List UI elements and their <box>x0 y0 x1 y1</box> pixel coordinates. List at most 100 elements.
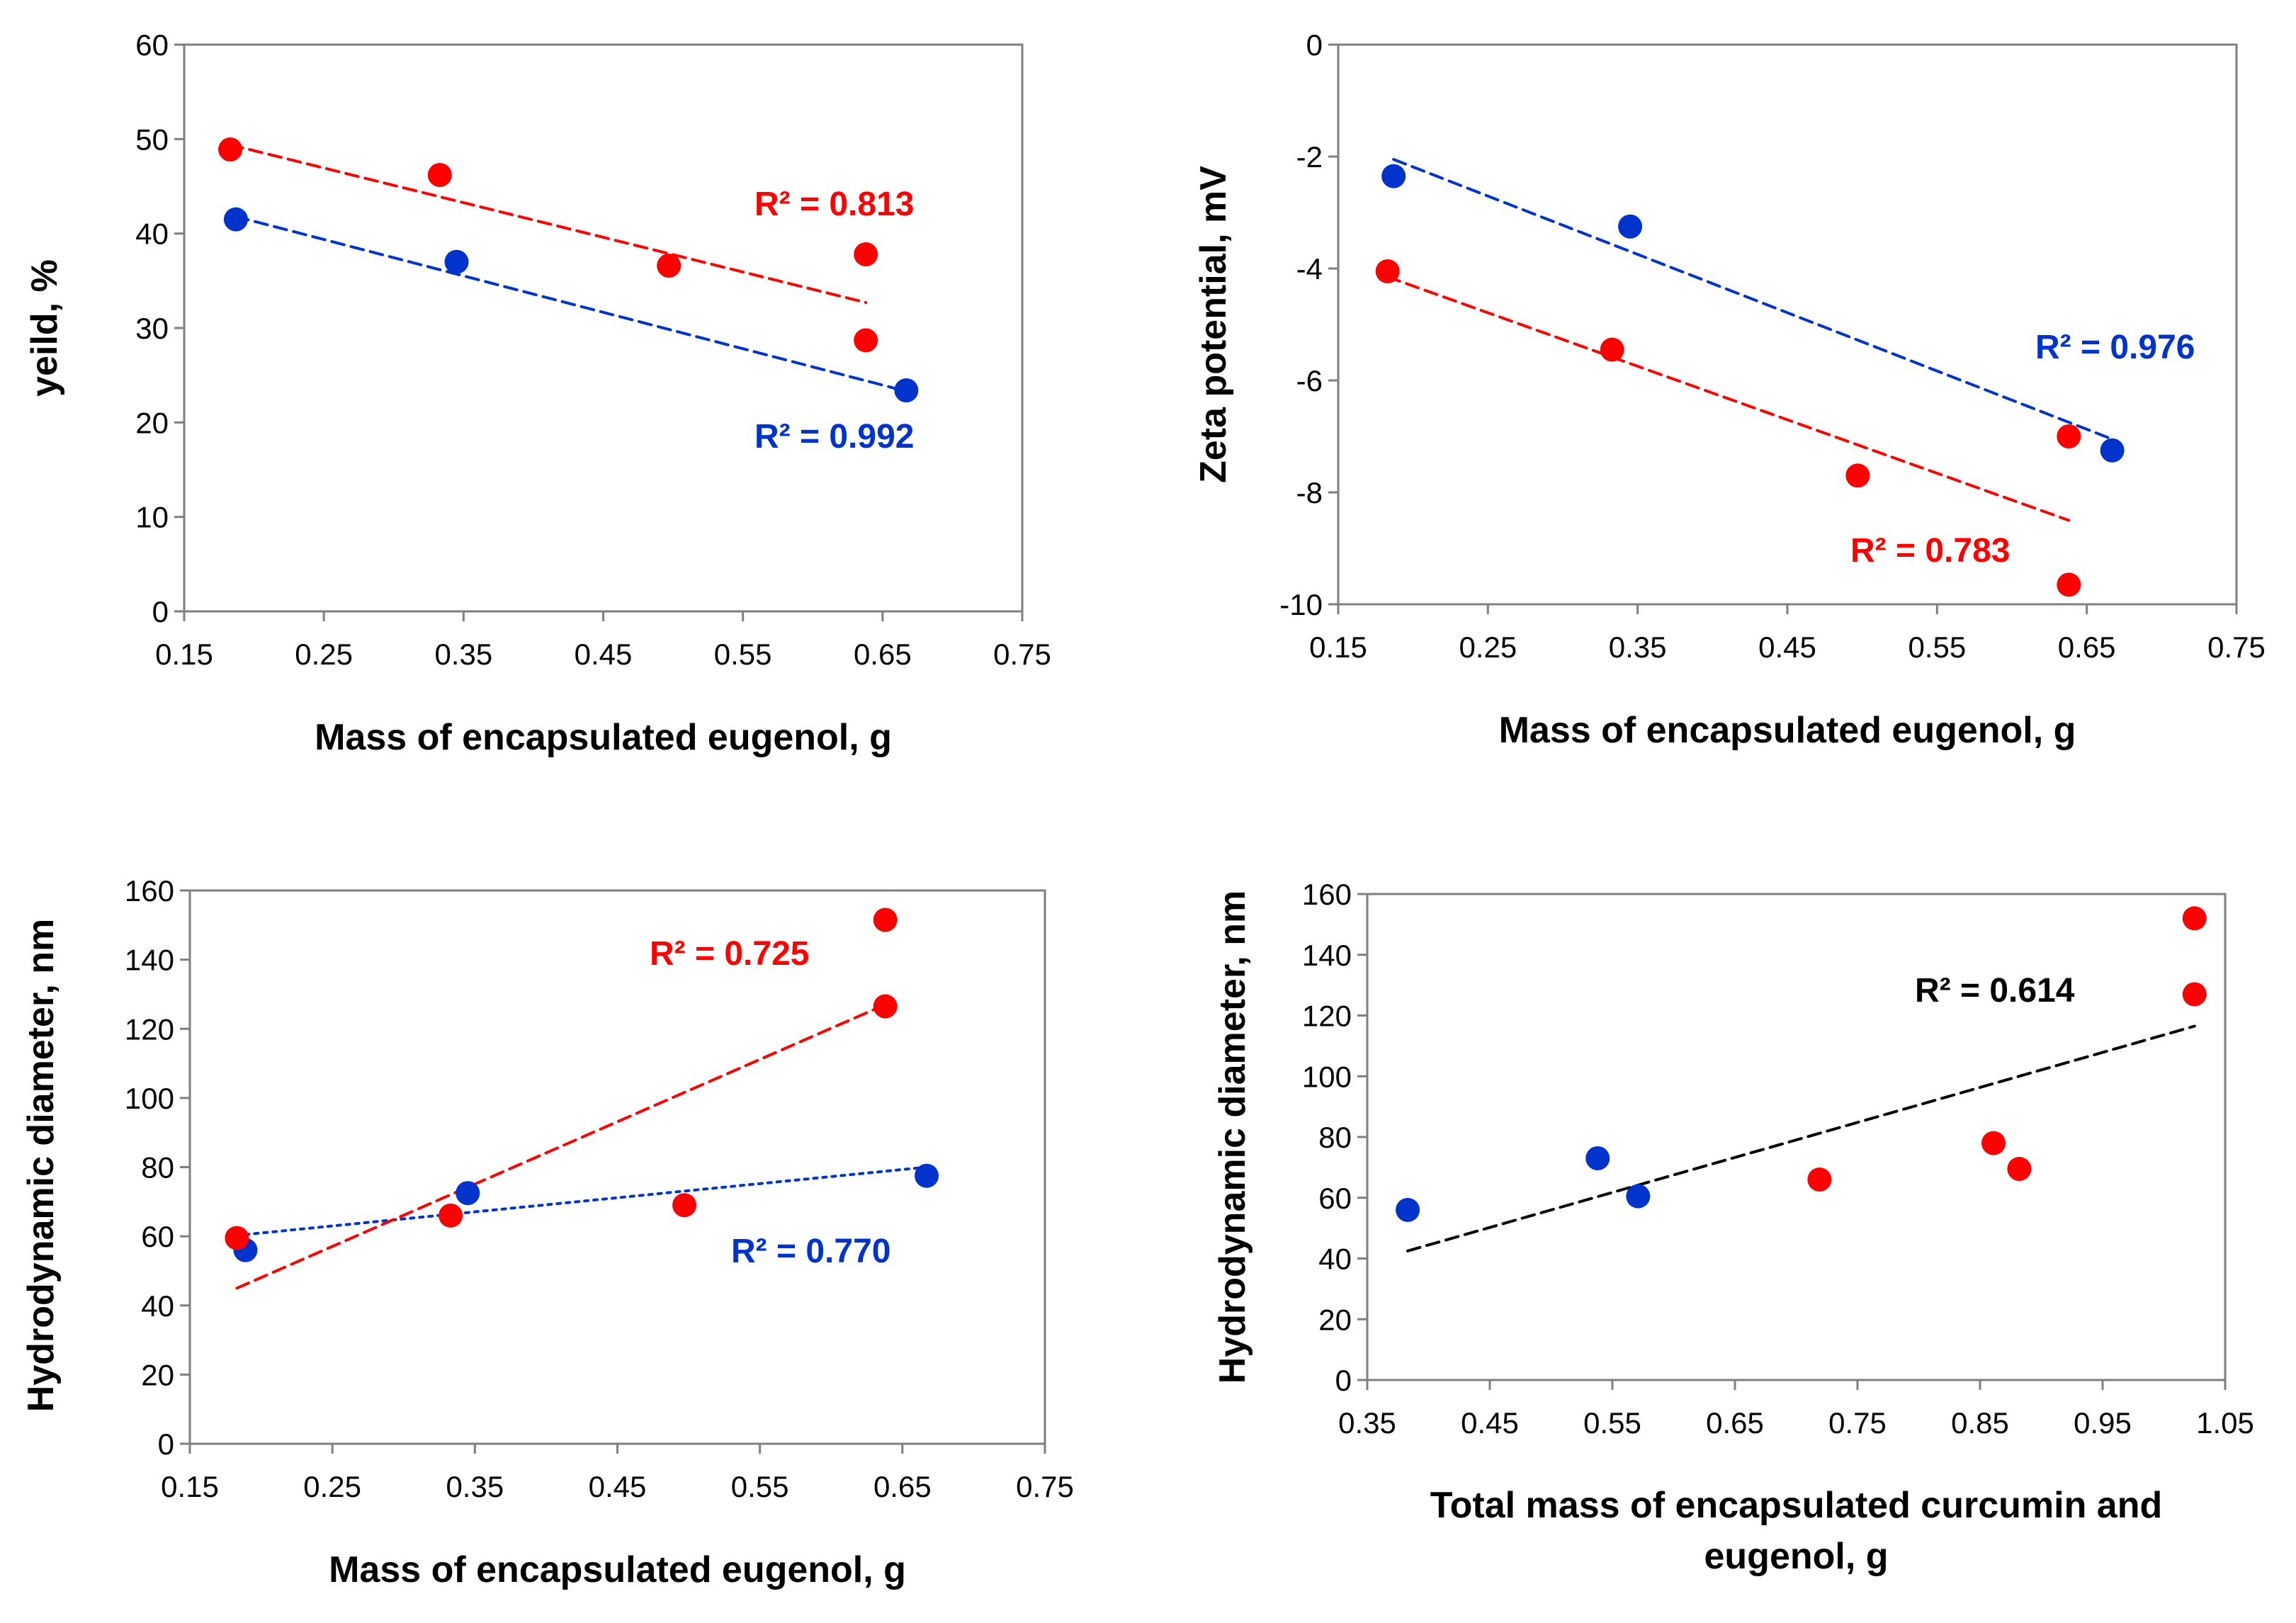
chart3-y-tick-label: 100 <box>125 1082 174 1115</box>
chart4-point-red <box>2007 1157 2032 1182</box>
chart1-x-tick-label: 0.15 <box>155 638 213 671</box>
chart4-y-tick-label: 20 <box>1318 1303 1352 1336</box>
chart4-point-red <box>2182 982 2207 1007</box>
chart1-r2-label-red: R² = 0.813 <box>754 186 914 223</box>
chart4-x-axis-title: Total mass of encapsulated curcumin and <box>1430 1485 2163 1526</box>
chart2-point-blue <box>1618 214 1643 239</box>
chart2-x-axis-title: Mass of encapsulated eugenol, g <box>1499 710 2076 751</box>
chart1-x-tick-label: 0.35 <box>434 638 492 671</box>
chart1-point-blue <box>894 378 919 402</box>
chart3-x-tick-label: 0.35 <box>446 1470 504 1503</box>
chart3-trendline-blue <box>244 1165 929 1236</box>
chart2-point-red <box>1600 337 1624 362</box>
chart1-trendline-red <box>229 143 868 304</box>
chart4-trendline-all <box>1406 1024 2196 1252</box>
chart1-y-tick-label: 0 <box>152 595 169 628</box>
chart3-y-axis-title: Hydrodynamic diameter, nm <box>21 919 62 1412</box>
chart3-point-red <box>672 1193 697 1218</box>
chart4-y-tick-label: 100 <box>1302 1060 1352 1093</box>
chart3-y-tick-label: 160 <box>125 874 174 907</box>
chart4-x-tick-label: 1.05 <box>2196 1406 2254 1440</box>
chart1-x-tick-label: 0.75 <box>993 638 1051 671</box>
chart2-y-tick-label: -6 <box>1296 364 1323 397</box>
chart1-y-tick-label: 50 <box>135 123 169 156</box>
chart2-point-red <box>1845 463 1870 488</box>
chart2-x-tick-label: 0.25 <box>1459 630 1517 664</box>
chart1-y-tick-label: 10 <box>135 501 169 534</box>
chart3-x-axis-title: Mass of encapsulated eugenol, g <box>329 1549 906 1590</box>
chart3-x-tick-label: 0.45 <box>589 1470 647 1503</box>
chart3-trendline-red <box>235 1003 887 1290</box>
chart2-point-blue <box>1381 164 1406 188</box>
chart4-y-tick-label: 60 <box>1318 1182 1352 1215</box>
chart1-y-tick-label: 60 <box>135 28 169 62</box>
chart3-y-tick-label: 0 <box>158 1427 174 1461</box>
chart4-x-tick-label: 0.95 <box>2074 1406 2132 1440</box>
chart1-y-tick-label: 20 <box>135 406 169 439</box>
chart2-y-tick-label: -10 <box>1279 588 1323 621</box>
chart3-x-tick-label: 0.55 <box>731 1470 789 1503</box>
chart4-x-tick-label: 0.65 <box>1706 1406 1764 1440</box>
chart3-y-tick-label: 40 <box>141 1289 174 1323</box>
chart4-y-tick-label: 0 <box>1335 1364 1352 1397</box>
chart2-r2-label-blue: R² = 0.976 <box>2035 329 2195 366</box>
chart2-point-red <box>1375 259 1400 283</box>
chart3-point-red <box>225 1226 249 1250</box>
chart2-y-tick-label: 0 <box>1306 28 1323 62</box>
chart2-x-tick-label: 0.55 <box>1908 630 1966 664</box>
chart3-x-tick-label: 0.15 <box>161 1470 219 1503</box>
chart1-x-axis-title: Mass of encapsulated eugenol, g <box>315 717 892 758</box>
chart2-trendline-red <box>1386 275 2071 522</box>
chart2-y-tick-label: -8 <box>1296 476 1323 509</box>
chart3-point-red <box>439 1203 463 1228</box>
chart4-y-tick-label: 160 <box>1302 878 1352 911</box>
chart4-x-tick-label: 0.35 <box>1338 1406 1396 1440</box>
chart3-y-tick-label: 60 <box>141 1220 174 1253</box>
chart4-point-red <box>1981 1131 2006 1155</box>
chart3-point-blue <box>456 1181 480 1206</box>
chart4-x-tick-label: 0.85 <box>1951 1406 2009 1440</box>
chart4-x-tick-label: 0.75 <box>1828 1406 1887 1440</box>
chart1-x-tick-label: 0.55 <box>714 638 772 671</box>
chart1-y-axis-title: yeild, % <box>24 259 65 397</box>
chart4-r2-label-all: R² = 0.614 <box>1915 972 2075 1010</box>
chart3-y-tick-label: 20 <box>141 1358 174 1391</box>
chart4-point-red <box>2182 906 2207 931</box>
chart1-x-tick-label: 0.45 <box>575 638 633 671</box>
chart1-point-blue <box>223 207 248 232</box>
chart4-point-blue <box>1396 1197 1420 1222</box>
chart1-point-red <box>427 163 452 187</box>
chart3-x-tick-label: 0.65 <box>873 1470 932 1503</box>
chart4-point-blue <box>1585 1146 1610 1171</box>
chart2-y-axis-title: Zeta potential, mV <box>1193 166 1234 483</box>
chart4-y-tick-label: 120 <box>1302 1000 1352 1033</box>
chart1-y-tick-label: 30 <box>135 312 169 345</box>
chart3-y-tick-label: 140 <box>125 944 174 977</box>
chart2-trendline-blue <box>1392 157 2114 441</box>
chart3-x-tick-label: 0.75 <box>1016 1470 1074 1503</box>
chart4-point-blue <box>1626 1184 1651 1209</box>
chart3-y-tick-label: 120 <box>125 1012 174 1046</box>
chart1-r2-label-blue: R² = 0.992 <box>754 418 914 456</box>
chart1-y-tick-label: 40 <box>135 217 169 251</box>
chart1-point-red <box>854 328 878 353</box>
chart2-point-red <box>2057 424 2081 448</box>
chart3-x-tick-label: 0.25 <box>303 1470 361 1503</box>
chart2-y-tick-label: -4 <box>1296 252 1323 285</box>
chart2-x-tick-label: 0.45 <box>1758 630 1816 664</box>
chart2-x-tick-label: 0.35 <box>1609 630 1667 664</box>
chart1-x-tick-label: 0.65 <box>854 638 912 671</box>
chart4-y-tick-label: 140 <box>1302 939 1352 972</box>
chart4-point-red <box>1807 1167 1832 1192</box>
chart4-y-tick-label: 40 <box>1318 1243 1352 1276</box>
chart4-y-axis-title: Hydrodynamic diameter, nm <box>1212 890 1253 1384</box>
chart1-x-tick-label: 0.25 <box>295 638 353 671</box>
chart1-point-red <box>657 254 682 278</box>
chart3-point-red <box>873 907 898 932</box>
chart1-point-red <box>218 137 243 162</box>
chart2-point-blue <box>2100 438 2125 463</box>
chart3-r2-label-blue: R² = 0.770 <box>731 1233 890 1270</box>
chart4-x-tick-label: 0.55 <box>1583 1406 1641 1440</box>
